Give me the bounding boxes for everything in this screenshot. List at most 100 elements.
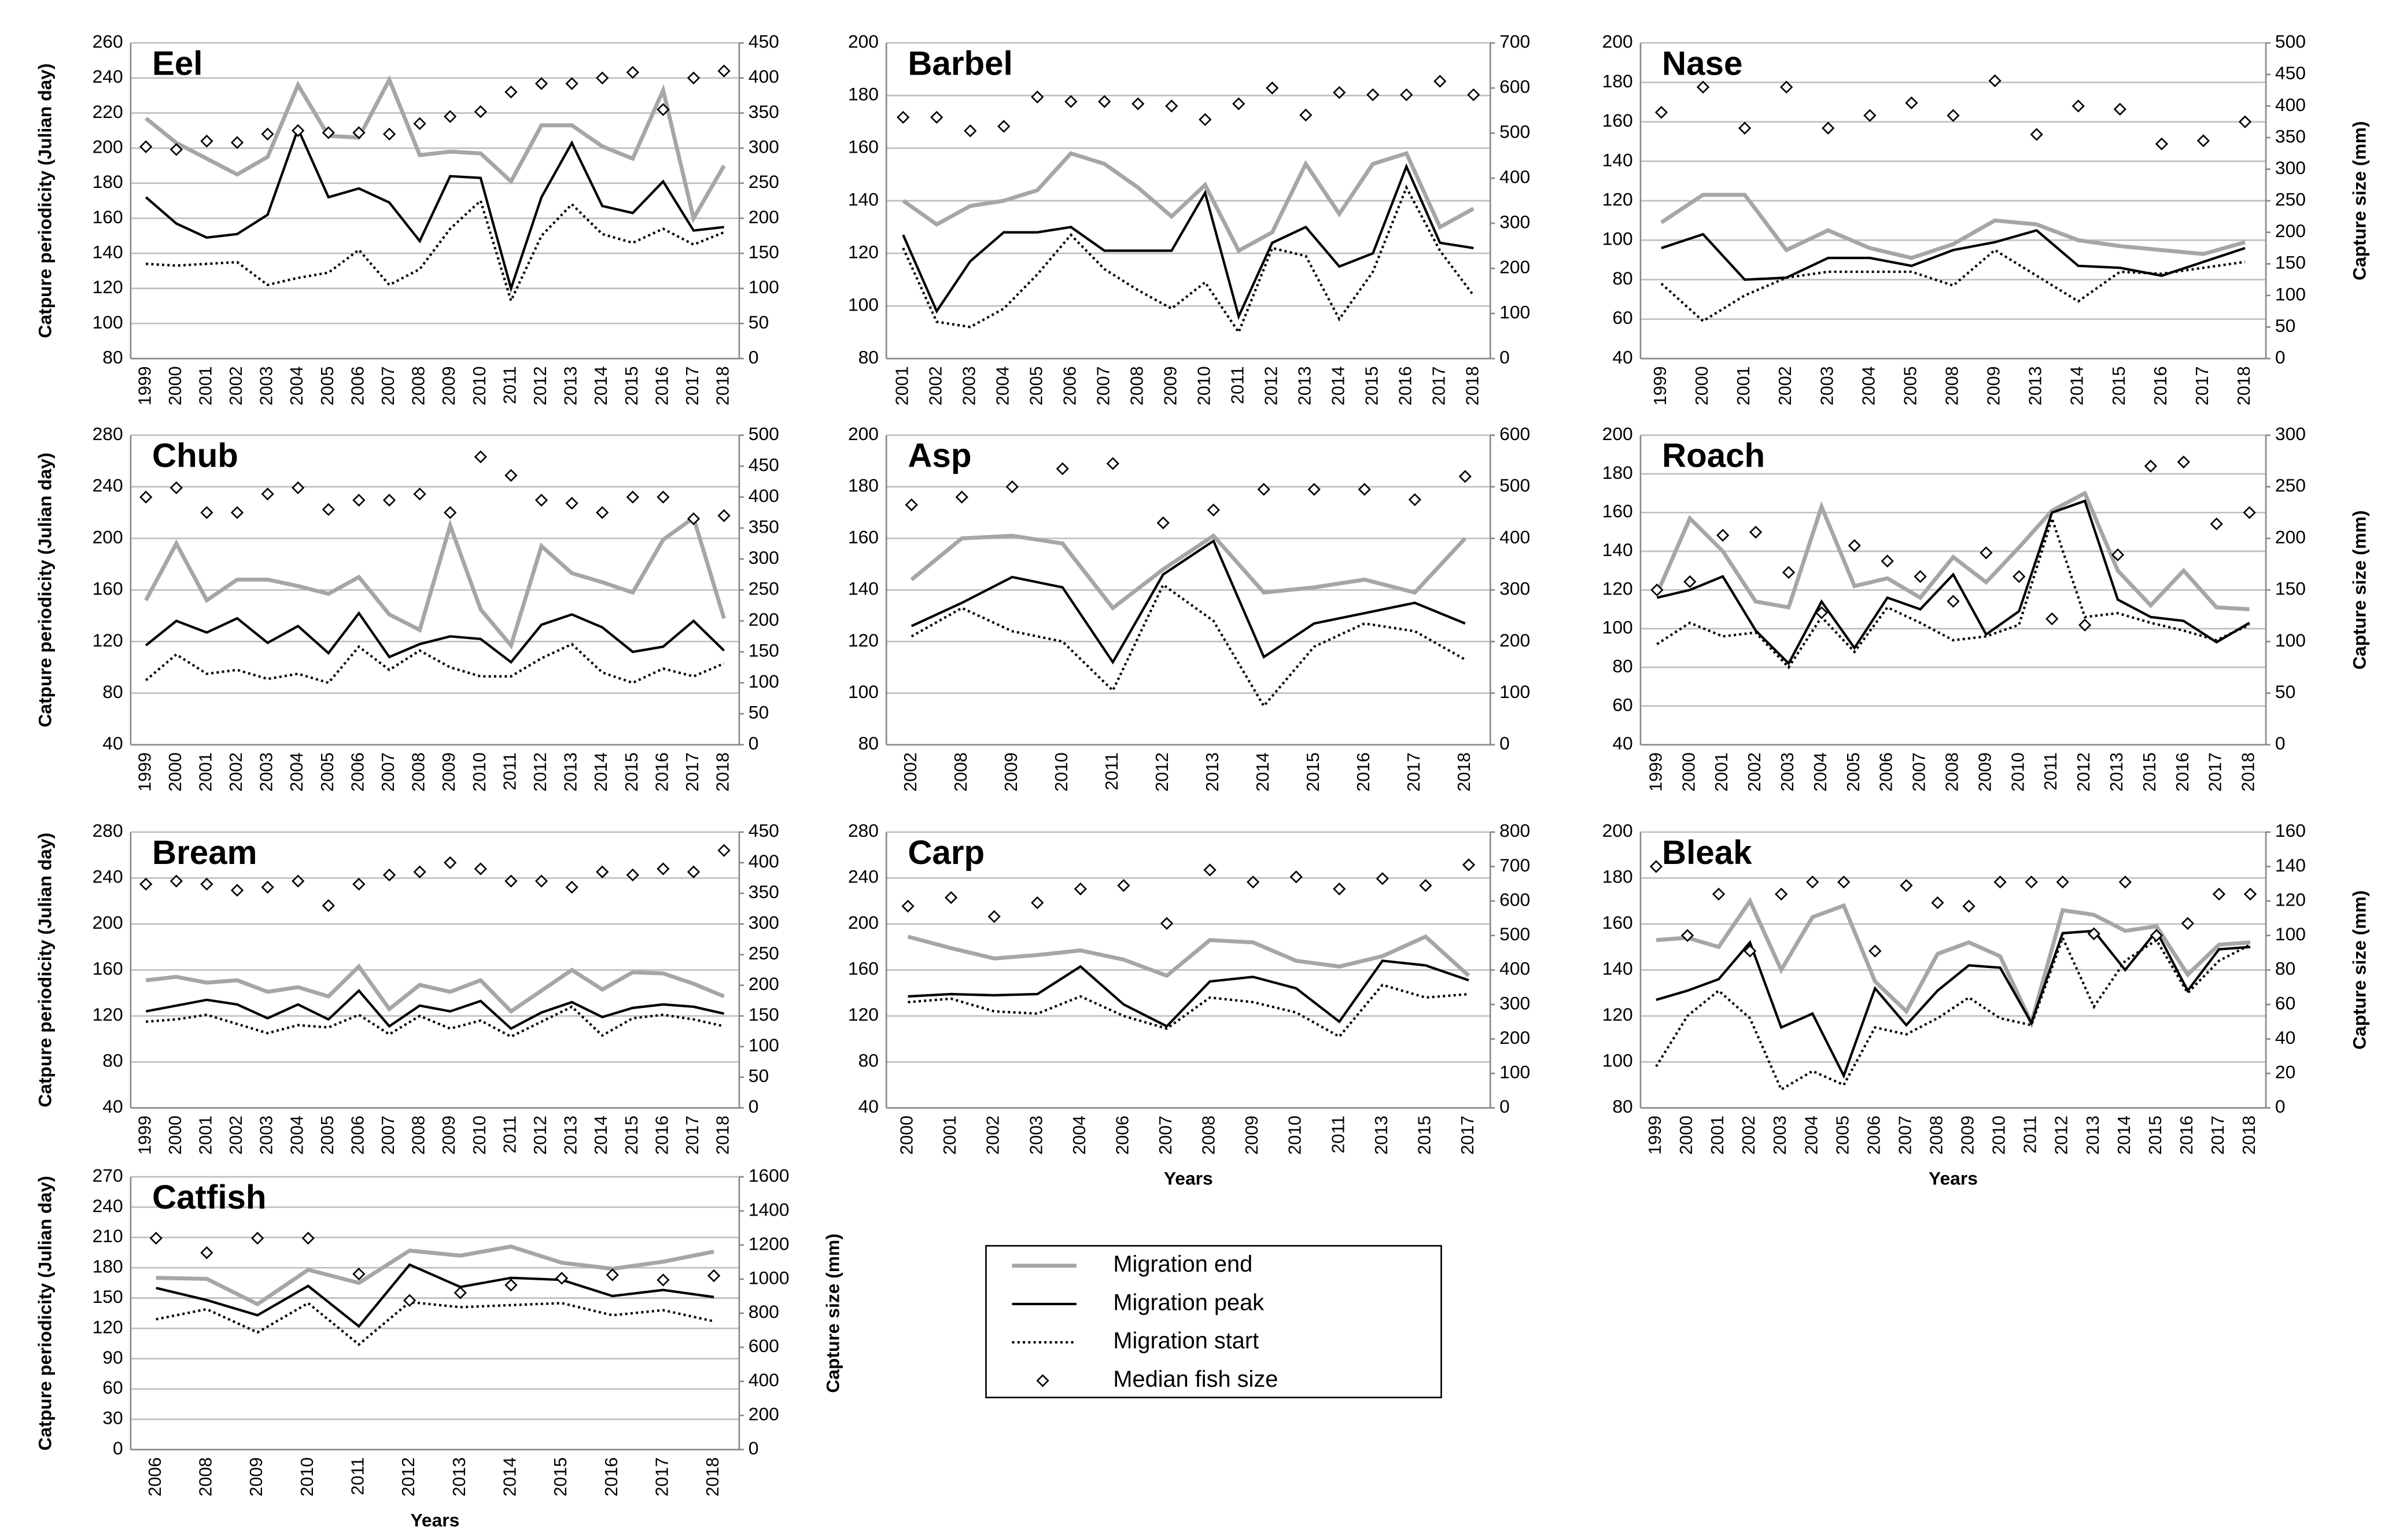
- panel: 4060801001201401601802000501001502002503…: [1602, 31, 2370, 405]
- x-tick-label: 2013: [561, 1116, 581, 1155]
- median-marker: [1458, 470, 1472, 483]
- median-marker: [944, 891, 958, 904]
- median-marker: [250, 1231, 264, 1245]
- y2-axis-label: Capture size (mm): [823, 1234, 843, 1393]
- y2-tick-label: 400: [749, 66, 779, 87]
- x-tick-label: 2013: [561, 366, 581, 405]
- y2-tick-label: 600: [1499, 76, 1530, 97]
- x-tick-label: 2004: [287, 1116, 307, 1155]
- median-marker: [657, 1273, 670, 1287]
- series-line: [145, 611, 725, 664]
- series-line: [145, 75, 726, 224]
- median-marker: [2118, 876, 2132, 889]
- x-tick-label: 2007: [1093, 366, 1113, 405]
- x-tick-label: 2008: [1943, 752, 1962, 792]
- y2-tick-label: 200: [1499, 1027, 1530, 1048]
- y2-tick-label: 200: [749, 609, 779, 630]
- median-marker: [1246, 876, 1260, 889]
- median-marker: [504, 468, 518, 482]
- median-marker: [1749, 526, 1763, 539]
- median-marker: [1408, 493, 1421, 507]
- median-marker: [596, 506, 609, 519]
- median-marker: [1106, 457, 1119, 470]
- median-marker: [1848, 539, 1861, 552]
- y2-tick-label: 0: [749, 1096, 759, 1117]
- median-marker: [504, 85, 518, 99]
- y-tick-label: 80: [858, 1050, 879, 1071]
- x-tick-label: 2005: [318, 752, 337, 792]
- median-marker: [382, 127, 396, 141]
- median-marker: [2238, 115, 2252, 128]
- median-marker: [1900, 879, 1913, 892]
- y2-tick-label: 500: [749, 423, 779, 444]
- median-marker: [897, 110, 910, 124]
- x-axis-label: Years: [410, 1510, 459, 1531]
- x-tick-label: 2013: [1295, 366, 1314, 405]
- y2-tick-label: 350: [749, 516, 779, 537]
- y-tick-label: 270: [93, 1165, 123, 1186]
- panel-title: Nase: [1662, 45, 1742, 82]
- y2-axis-label: Capture size (mm): [2349, 510, 2370, 670]
- x-tick-label: 2017: [683, 1116, 702, 1155]
- x-tick-label: 2012: [399, 1457, 418, 1497]
- series-line: [907, 934, 1470, 978]
- y2-tick-label: 150: [749, 640, 779, 661]
- x-tick-label: 1999: [135, 752, 154, 792]
- y-tick-label: 140: [1602, 540, 1633, 560]
- median-marker: [687, 865, 701, 878]
- x-tick-label: 2015: [1303, 752, 1323, 792]
- x-tick-label: 2002: [226, 1116, 246, 1155]
- x-tick-label: 2017: [1429, 366, 1449, 405]
- y2-tick-label: 50: [2275, 681, 2295, 702]
- x-tick-label: 2018: [2234, 366, 2254, 405]
- panel-title: Roach: [1662, 437, 1765, 475]
- median-marker: [1207, 503, 1220, 517]
- median-marker: [413, 865, 426, 878]
- x-tick-label: 2000: [165, 1116, 185, 1155]
- median-marker: [1333, 882, 1346, 896]
- x-tick-label: 2012: [1152, 752, 1172, 792]
- x-tick-label: 2014: [2114, 1116, 2134, 1155]
- median-marker: [413, 488, 426, 501]
- x-tick-label: 2007: [1895, 1116, 1915, 1155]
- median-marker: [1400, 88, 1413, 102]
- y-tick-label: 140: [1602, 958, 1633, 979]
- y2-tick-label: 300: [1499, 578, 1530, 599]
- x-tick-label: 2000: [1676, 1116, 1696, 1155]
- x-tick-label: 2016: [652, 752, 672, 792]
- x-tick-label: 2016: [1395, 366, 1415, 405]
- x-axis-label: Years: [1929, 1168, 1978, 1189]
- median-marker: [2196, 134, 2210, 147]
- x-tick-label: 2017: [1404, 752, 1424, 792]
- series-line: [1661, 228, 2246, 281]
- x-tick-label: 1999: [1645, 1116, 1665, 1155]
- median-marker: [1683, 575, 1697, 589]
- series-line: [145, 642, 725, 685]
- median-marker: [1366, 88, 1380, 102]
- y-tick-label: 240: [93, 866, 123, 887]
- median-marker: [1947, 109, 1960, 122]
- y2-tick-label: 250: [749, 943, 779, 963]
- median-marker: [930, 110, 943, 124]
- series-line: [1656, 499, 2250, 666]
- x-tick-label: 2016: [2151, 366, 2170, 405]
- panel-title: Catfish: [152, 1179, 267, 1216]
- x-tick-label: 2003: [257, 366, 277, 405]
- y2-tick-label: 300: [1499, 211, 1530, 232]
- x-tick-label: 2015: [551, 1457, 570, 1497]
- y-tick-label: 80: [1612, 268, 1632, 289]
- x-tick-label: 2000: [165, 752, 185, 792]
- median-marker: [2150, 929, 2163, 942]
- y2-tick-label: 250: [2275, 189, 2306, 210]
- y-tick-label: 200: [93, 136, 123, 157]
- series-line: [146, 198, 725, 304]
- median-marker: [2177, 455, 2190, 469]
- median-marker: [565, 497, 578, 510]
- y2-tick-label: 500: [1499, 924, 1530, 944]
- median-marker: [2078, 618, 2092, 631]
- median-marker: [169, 481, 183, 494]
- median-marker: [230, 506, 244, 519]
- x-tick-label: 2006: [1112, 1116, 1132, 1155]
- y-tick-label: 80: [1612, 655, 1632, 676]
- x-tick-label: 2012: [2052, 1116, 2072, 1155]
